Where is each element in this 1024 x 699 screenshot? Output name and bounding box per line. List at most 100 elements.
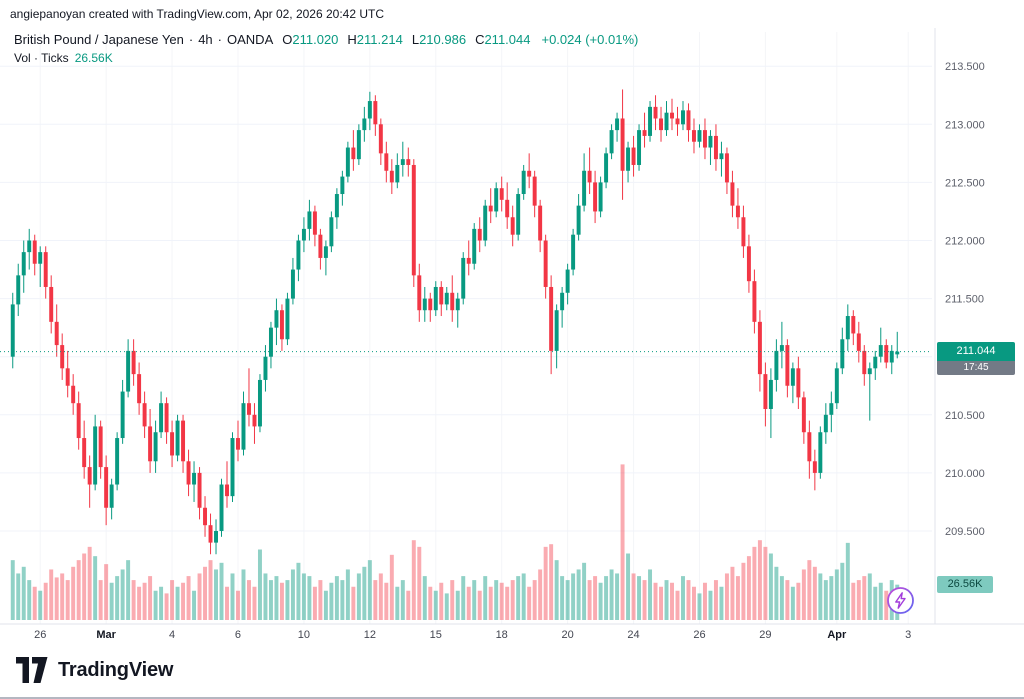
- candle-body: [345, 147, 350, 177]
- volume-bar: [851, 582, 856, 620]
- candle-body: [664, 112, 669, 131]
- candle-body: [378, 124, 383, 154]
- candle-body: [296, 240, 301, 270]
- candle-body: [307, 211, 312, 229]
- candle-body: [252, 414, 257, 427]
- volume-bar: [208, 560, 213, 620]
- volume-bar: [812, 566, 817, 620]
- candle-body: [164, 403, 169, 433]
- candle-body: [675, 118, 680, 125]
- volume-bar: [554, 560, 559, 620]
- volume-bar: [461, 576, 466, 620]
- candle-body: [499, 188, 504, 200]
- time-axis-label: 6: [235, 629, 241, 641]
- candle-body: [505, 199, 510, 218]
- volume-bar: [587, 580, 592, 620]
- candle-body: [455, 298, 460, 311]
- candle-body: [230, 438, 235, 497]
- candle-body: [867, 368, 872, 375]
- volume-bar: [516, 576, 521, 620]
- open-value: 211.020: [292, 32, 339, 47]
- candle-body: [362, 118, 367, 131]
- volume-bar: [181, 582, 186, 620]
- candle-body: [708, 135, 713, 148]
- volume-bar: [653, 582, 658, 620]
- volume-bar: [49, 569, 54, 620]
- volume-bar: [279, 582, 284, 620]
- ohlc-open: O211.020: [282, 32, 338, 47]
- volume-bar: [768, 553, 773, 620]
- candle-body: [76, 403, 81, 439]
- volume-bar: [422, 576, 427, 620]
- candle-body: [604, 153, 609, 183]
- candle-body: [104, 467, 109, 508]
- volume-bar: [741, 562, 746, 620]
- volume-bar: [378, 573, 383, 620]
- attribution-text: angiepanoyan created with TradingView.co…: [10, 7, 385, 21]
- volume-bar: [818, 573, 823, 620]
- volume-bar: [801, 569, 806, 620]
- candle-body: [351, 147, 356, 160]
- volume-value: 26.56K: [74, 51, 113, 65]
- candle-body: [702, 130, 707, 148]
- volume-bar: [417, 546, 422, 620]
- last-price-badge: 211.044: [937, 341, 1015, 361]
- candle-body: [554, 310, 559, 351]
- candle-body: [148, 426, 153, 462]
- volume-bar: [757, 540, 762, 620]
- candle-body: [637, 130, 642, 165]
- volume-bar: [16, 573, 21, 620]
- candle-body: [49, 286, 54, 322]
- volume-bar: [252, 586, 257, 620]
- volume-bar: [862, 576, 867, 620]
- volume-bar: [225, 586, 229, 620]
- candle-body: [323, 246, 328, 258]
- candle-body: [593, 182, 598, 212]
- price-axis-label: 209.500: [945, 526, 985, 538]
- volume-bar: [494, 580, 499, 620]
- volume-bar: [263, 573, 268, 620]
- volume-bar: [609, 569, 614, 620]
- volume-bar: [148, 576, 153, 620]
- interval-label[interactable]: 4h: [198, 32, 213, 47]
- candle-body: [659, 118, 663, 131]
- candle-body: [840, 339, 845, 369]
- volume-bar: [521, 573, 526, 620]
- time-axis-label: 15: [430, 629, 442, 641]
- footer-brand-bar[interactable]: TradingView: [16, 657, 173, 683]
- volume-bar: [38, 590, 43, 620]
- candle-body: [219, 484, 224, 531]
- volume-bar: [779, 576, 784, 620]
- volume-bar: [560, 576, 565, 620]
- candle-body: [565, 269, 570, 293]
- candle-body: [65, 368, 70, 386]
- candle-body: [439, 286, 444, 305]
- candle-body: [532, 176, 537, 206]
- volume-bar: [604, 576, 609, 620]
- volume-bar: [362, 566, 367, 620]
- ohlc-low: L210.986: [412, 32, 466, 47]
- volume-bar: [505, 586, 510, 620]
- volume-bar: [867, 573, 872, 620]
- volume-study-label[interactable]: Vol · Ticks: [14, 51, 69, 65]
- symbol-title[interactable]: British Pound / Japanese Yen: [14, 32, 184, 47]
- volume-bar: [444, 593, 449, 620]
- volume-bar: [510, 580, 515, 620]
- price-axis-label: 212.500: [945, 177, 985, 189]
- flash-button[interactable]: [886, 586, 915, 615]
- volume-bar: [411, 540, 416, 620]
- candle-body: [878, 345, 883, 357]
- volume-bar: [790, 586, 795, 620]
- volume-bar: [735, 576, 740, 620]
- price-axis-label: 210.000: [945, 468, 985, 480]
- candle-body: [422, 298, 427, 311]
- candle-body: [763, 374, 768, 409]
- volume-bar: [389, 554, 394, 620]
- price-badge-group: 211.044 17:45: [937, 341, 1015, 375]
- volume-bar: [395, 586, 400, 620]
- candle-body: [549, 286, 554, 351]
- candle-body: [411, 164, 416, 276]
- volume-bar: [236, 590, 240, 620]
- candle-body: [137, 374, 142, 404]
